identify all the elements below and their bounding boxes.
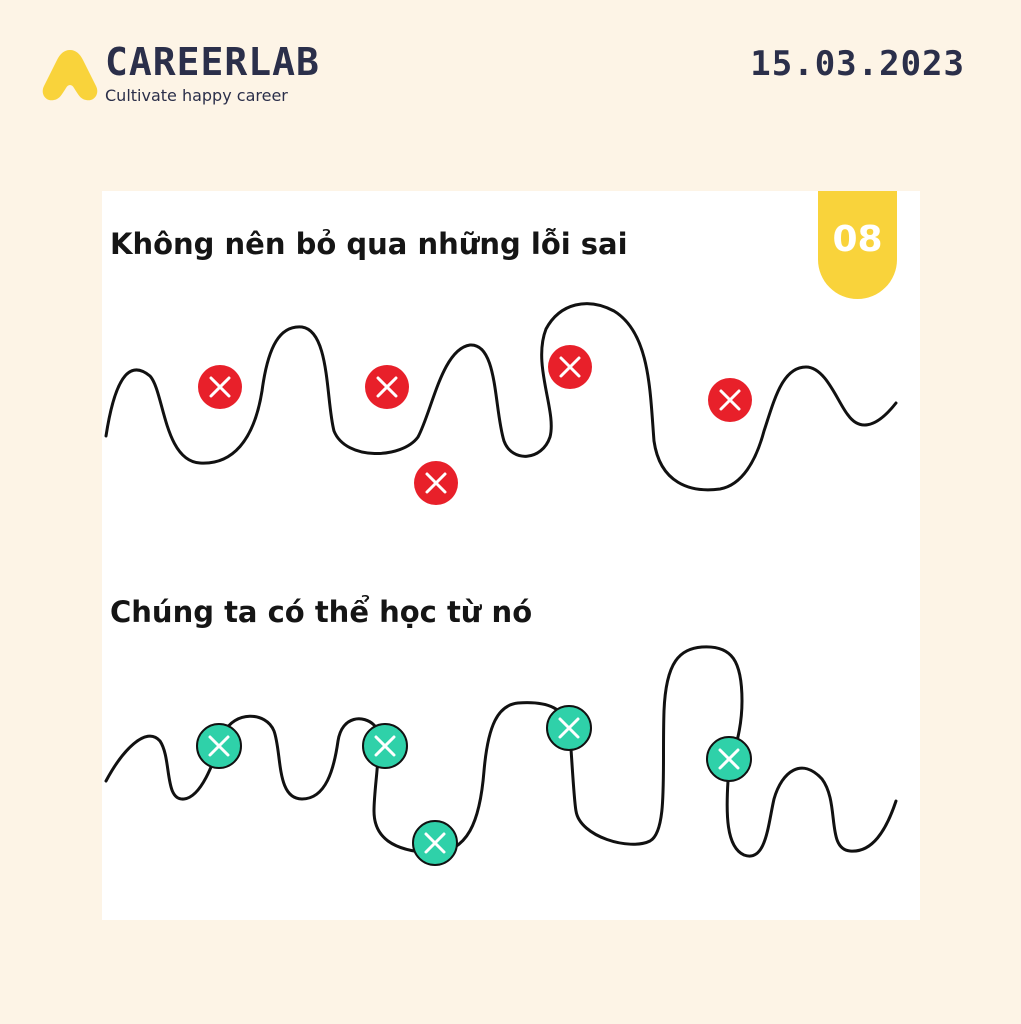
brand-tagline: Cultivate happy career — [105, 86, 288, 105]
slide-number: 08 — [832, 218, 883, 260]
top-heading: Không nên bỏ qua những lỗi sai — [110, 227, 628, 261]
lesson-marker — [546, 705, 592, 751]
mistake-marker — [708, 378, 752, 422]
x-icon — [208, 735, 230, 757]
post-date: 15.03.2023 — [750, 44, 965, 84]
mistakes-wave-illustration — [104, 302, 898, 505]
lesson-marker — [706, 736, 752, 782]
lesson-marker — [196, 723, 242, 769]
content-card: 08 Không nên bỏ qua những lỗi sai Chúng … — [102, 191, 920, 920]
mistake-marker — [198, 365, 242, 409]
x-icon — [376, 376, 398, 398]
lesson-marker — [412, 820, 458, 866]
x-icon — [424, 832, 446, 854]
lessons-wave-illustration — [104, 645, 898, 866]
bottom-heading: Chúng ta có thể học từ nó — [110, 595, 533, 629]
brand-name: CAREERLAB — [105, 40, 320, 84]
header: CAREERLAB Cultivate happy career 15.03.2… — [0, 0, 1021, 140]
x-icon — [558, 717, 580, 739]
mistake-marker — [365, 365, 409, 409]
mistake-marker — [548, 345, 592, 389]
slide-number-badge: 08 — [818, 191, 897, 299]
x-icon — [209, 376, 231, 398]
careerlab-logo-icon — [42, 50, 98, 101]
lesson-marker — [362, 723, 408, 769]
mistake-marker — [414, 461, 458, 505]
x-icon — [718, 748, 740, 770]
x-icon — [559, 356, 581, 378]
x-icon — [425, 472, 447, 494]
x-icon — [719, 389, 741, 411]
x-icon — [374, 735, 396, 757]
